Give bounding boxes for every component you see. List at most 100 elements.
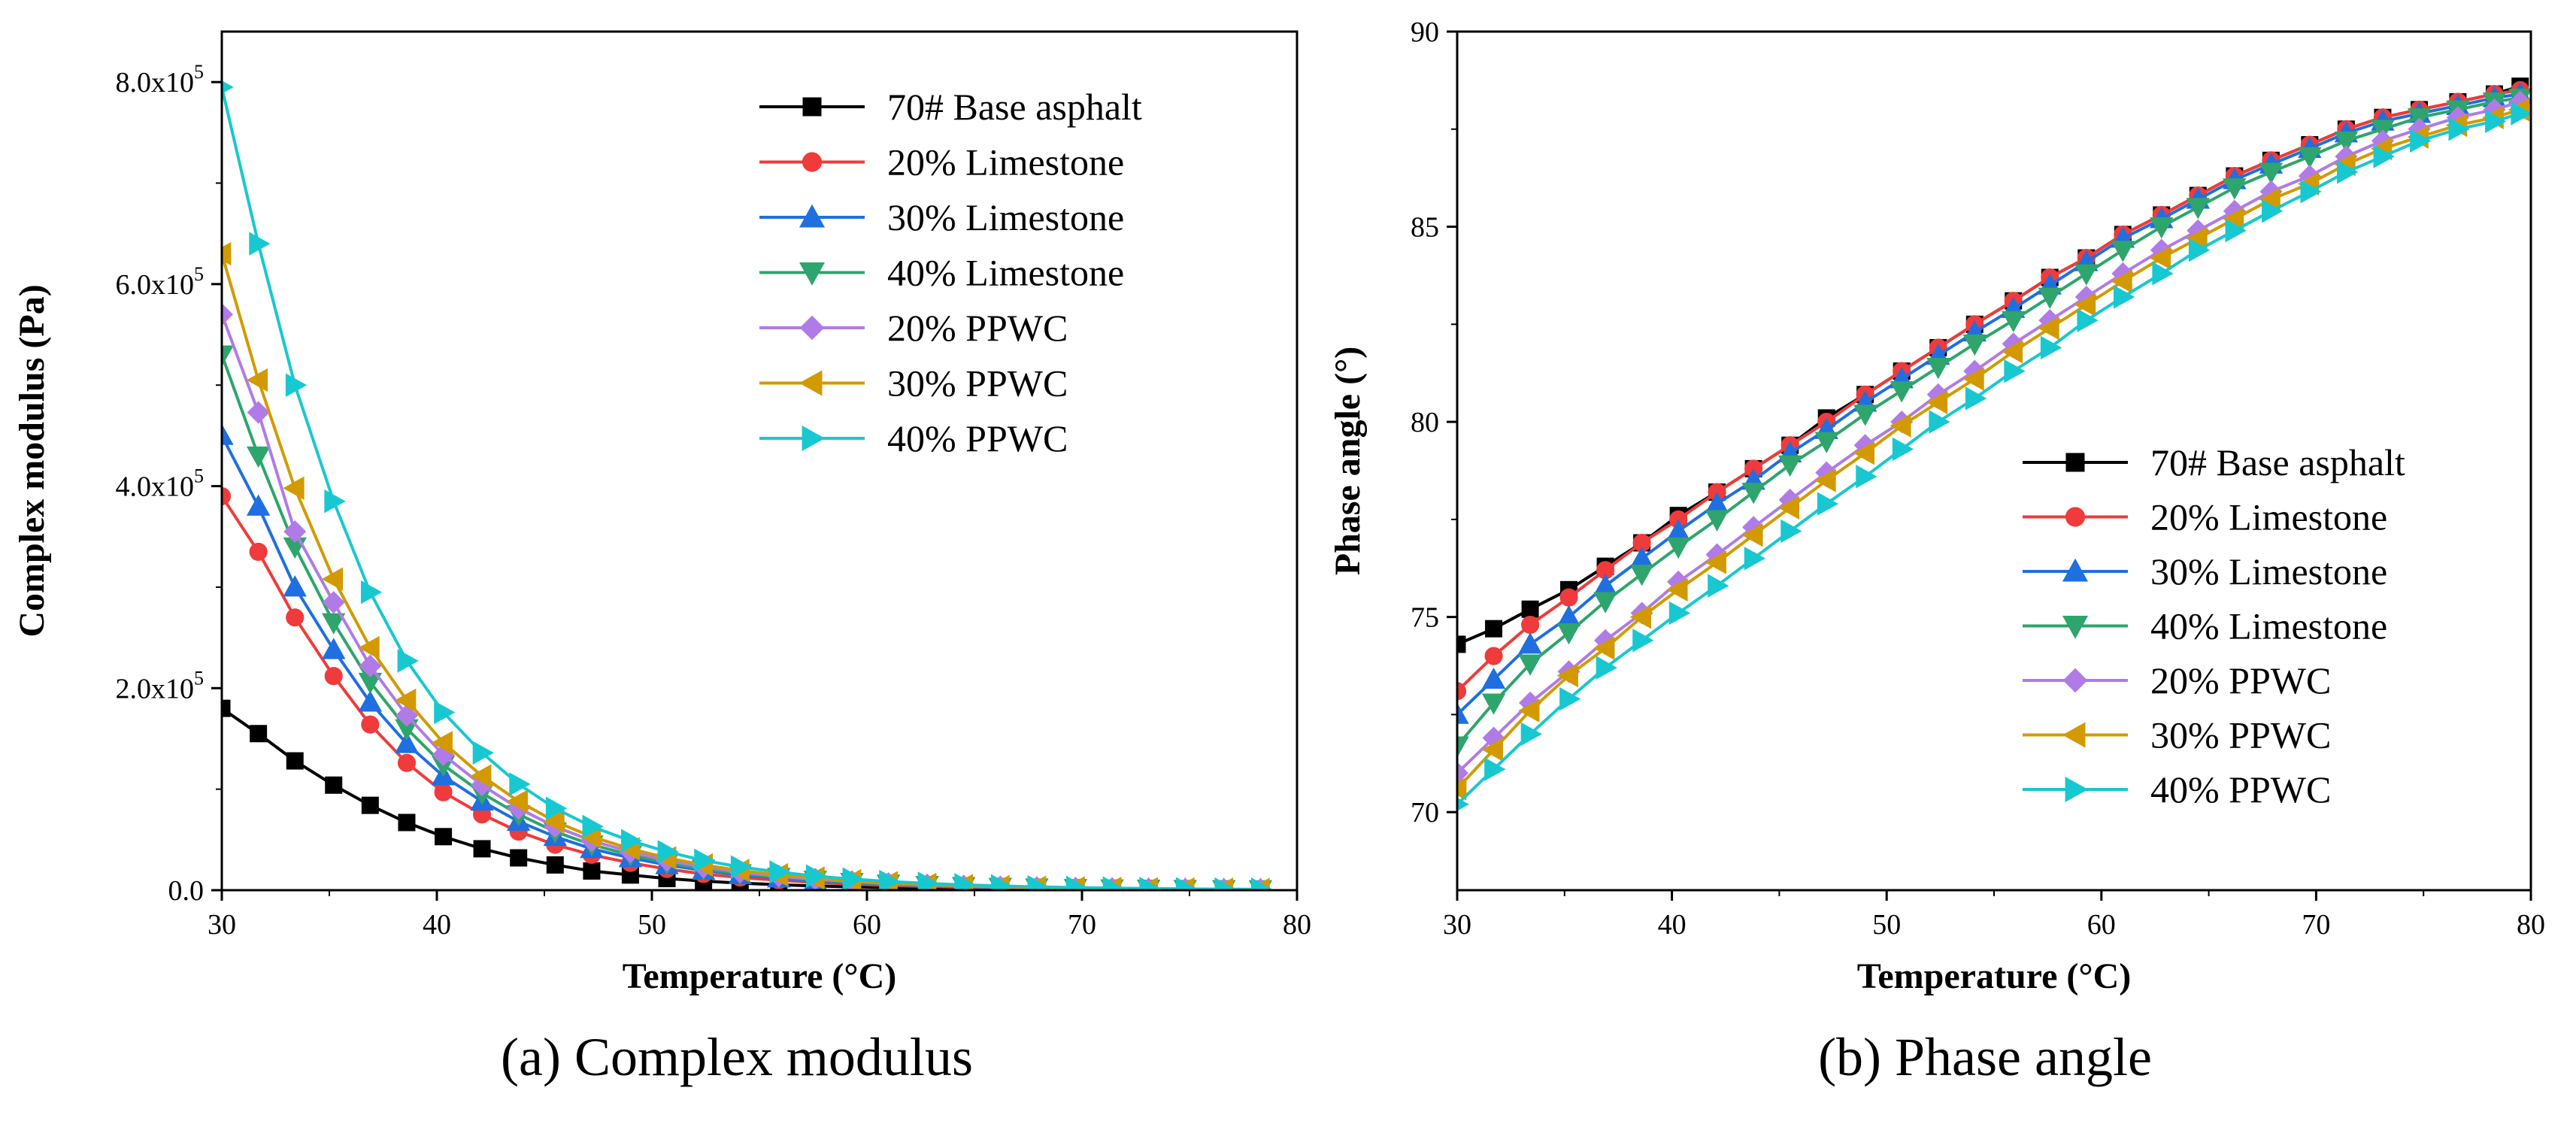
data-point-40-ppwc	[1965, 386, 1987, 411]
data-point-40-ppwc	[2004, 359, 2026, 383]
data-point-70-base-asphalt	[583, 862, 601, 880]
data-point-30-ppwc	[395, 688, 417, 713]
data-point-30-ppwc	[1926, 390, 1948, 414]
data-point-40-ppwc	[657, 840, 679, 864]
legend-entry-40-limestone: 40% Limestone	[887, 252, 1124, 294]
data-point-70-base-asphalt	[1521, 600, 1539, 618]
data-point-40-ppwc	[1817, 492, 1839, 516]
data-point-40-ppwc	[2373, 144, 2395, 168]
data-point-20-limestone	[249, 542, 268, 561]
legend-marker-30-ppwc	[2062, 722, 2086, 748]
data-point-30-ppwc	[2149, 246, 2171, 270]
data-point-30-ppwc	[506, 789, 529, 813]
data-point-70-base-asphalt	[510, 849, 528, 867]
plot-frame	[220, 30, 1299, 892]
data-point-40-limestone	[1457, 736, 1469, 758]
data-point-40-ppwc	[805, 864, 828, 888]
data-point-40-ppwc	[621, 829, 643, 853]
data-point-40-ppwc	[1175, 877, 1198, 890]
data-point-30-limestone	[246, 494, 271, 516]
data-point-40-limestone	[2223, 178, 2247, 200]
data-point-40-ppwc	[954, 873, 976, 890]
legend-entry-70-base-asphalt: 70# Base asphalt	[887, 86, 1142, 128]
data-point-20-limestone	[324, 667, 343, 686]
data-point-40-limestone	[2259, 162, 2284, 184]
y-tick-label: 8.0x105	[116, 61, 205, 98]
data-point-20-ppwc	[222, 303, 234, 326]
x-axis-label: Temperature (°C)	[1857, 956, 2131, 996]
data-point-40-ppwc	[1102, 876, 1124, 890]
data-point-30-ppwc	[2074, 292, 2096, 317]
data-point-40-ppwc	[249, 232, 271, 256]
data-point-20-limestone	[1484, 647, 1503, 665]
data-point-30-ppwc	[470, 764, 492, 788]
data-point-70-base-asphalt	[546, 856, 564, 874]
data-point-20-ppwc	[1457, 762, 1469, 785]
legend-entry-40-ppwc: 40% PPWC	[2150, 768, 2331, 810]
data-point-70-base-asphalt	[1485, 620, 1503, 638]
data-point-40-limestone	[1962, 334, 1987, 356]
data-point-20-limestone	[1521, 615, 1540, 635]
data-point-40-ppwc	[842, 867, 864, 890]
caption-phase-angle: (b) Phase angle	[1818, 1027, 2152, 1087]
legend-entry-20-limestone: 20% Limestone	[2150, 496, 2387, 538]
data-point-40-ppwc	[397, 649, 419, 673]
x-tick-label: 40	[423, 909, 451, 941]
data-point-40-ppwc	[769, 860, 791, 884]
legend-marker-40-ppwc	[802, 425, 826, 452]
data-point-70-base-asphalt	[325, 776, 343, 794]
x-tick-label: 30	[208, 909, 236, 941]
y-axis-label: Phase angle (°)	[1328, 347, 1368, 576]
complex-modulus-chart: 30 40 50 60 70 80 0.0 2.0x105 4.0x105 6.0x105 8.0x…	[12, 30, 1311, 996]
data-point-30-ppwc	[1481, 738, 1503, 762]
data-point-40-ppwc	[545, 796, 568, 820]
data-point-40-ppwc	[2511, 101, 2531, 126]
data-point-20-limestone	[434, 783, 453, 801]
data-point-40-ppwc	[2152, 262, 2174, 286]
legend-marker-20-limestone	[802, 152, 823, 172]
data-point-40-ppwc	[1559, 686, 1581, 711]
legend-entry-70-base-asphalt: 70# Base asphalt	[2150, 441, 2405, 483]
data-point-30-limestone	[1518, 632, 1542, 654]
data-point-40-ppwc	[2448, 117, 2470, 141]
legend-entry-20-ppwc: 20% PPWC	[2150, 659, 2331, 701]
data-point-40-ppwc	[879, 869, 901, 890]
data-point-40-ppwc	[2300, 180, 2322, 204]
data-point-40-ppwc	[1632, 629, 1654, 653]
y-tick-label: 2.0x105	[116, 667, 205, 704]
data-point-70-base-asphalt	[286, 752, 304, 770]
x-tick-label: 80	[2517, 909, 2545, 941]
data-point-40-ppwc	[472, 741, 494, 765]
data-point-40-limestone	[1481, 693, 1506, 715]
data-point-30-ppwc	[1814, 468, 1836, 492]
data-point-40-ppwc	[730, 855, 753, 879]
data-point-70-base-asphalt	[250, 725, 268, 743]
data-point-70-base-asphalt	[1457, 635, 1466, 653]
data-point-40-limestone	[246, 446, 271, 468]
data-point-40-limestone	[222, 345, 234, 367]
data-point-30-ppwc	[1962, 367, 1984, 391]
legend-marker-40-limestone	[799, 262, 826, 286]
legend-marker-20-limestone	[2065, 507, 2086, 527]
data-point-40-ppwc	[1596, 656, 1617, 680]
data-point-30-ppwc	[2038, 316, 2059, 341]
data-point-40-ppwc	[582, 814, 604, 839]
data-point-30-ppwc	[222, 241, 232, 266]
y-tick-label: 75	[1411, 602, 1439, 634]
y-tick-label: 4.0x105	[116, 465, 205, 503]
data-point-40-ppwc	[917, 871, 939, 890]
x-tick-label: 70	[1068, 909, 1096, 941]
data-point-30-ppwc	[246, 368, 268, 392]
legend-entry-40-limestone: 40% Limestone	[2150, 605, 2387, 647]
data-point-40-ppwc	[2485, 109, 2507, 134]
data-point-40-ppwc	[509, 772, 531, 796]
data-point-40-ppwc	[694, 848, 716, 873]
x-tick-label: 80	[1283, 909, 1311, 941]
data-point-40-ppwc	[1139, 877, 1161, 890]
legend-marker-70-base-asphalt	[802, 97, 822, 117]
data-point-40-ppwc	[1856, 465, 1877, 489]
data-point-40-ppwc	[2077, 308, 2099, 332]
data-point-40-ppwc	[2040, 335, 2062, 360]
data-point-40-limestone	[2002, 311, 2026, 333]
